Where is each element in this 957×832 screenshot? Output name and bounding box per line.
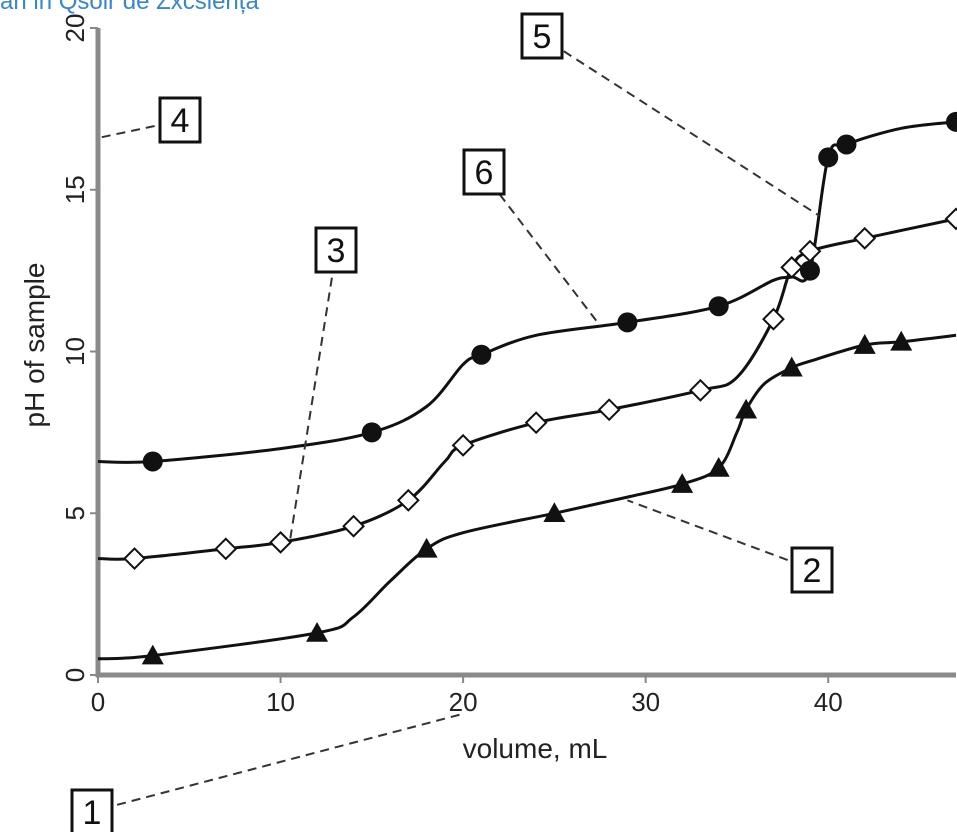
data-point-diamond — [798, 239, 822, 263]
data-point-diamond — [524, 411, 548, 435]
x-tick-label: 0 — [91, 687, 105, 717]
callout-leader-2 — [627, 499, 789, 562]
data-point-diamond — [396, 488, 420, 512]
callout-box-1 — [70, 788, 114, 832]
callout-box-5 — [520, 12, 564, 60]
annotation-layer: 1 2 3 4 5 6 — [70, 12, 834, 832]
data-point-diamond — [342, 514, 365, 538]
data-point-diamond — [944, 207, 957, 231]
y-tick-label: 0 — [60, 668, 90, 682]
marker-layer — [123, 111, 957, 665]
y-tick-label: 10 — [60, 337, 90, 366]
data-point-diamond — [762, 307, 785, 331]
callout-leader-4 — [97, 125, 155, 139]
y-tick-label: 20 — [60, 14, 90, 43]
data-point-diamond — [269, 530, 292, 554]
data-point-circle — [708, 296, 729, 317]
y-tick-label: 15 — [60, 175, 90, 204]
data-point-diamond — [853, 226, 877, 250]
callout-label-5: 5 — [533, 18, 552, 56]
callout-leader-1 — [116, 712, 464, 806]
series-line-3 — [97, 333, 957, 661]
callout-label-1: 1 — [83, 794, 102, 832]
data-point-circle — [471, 344, 492, 365]
callout-leader-6 — [498, 193, 601, 327]
callout-leader-3 — [288, 277, 333, 543]
callout-label-3: 3 — [327, 232, 346, 270]
y-tick-label: 5 — [60, 506, 90, 520]
data-point-triangle — [141, 644, 164, 665]
callout-label-4: 4 — [171, 102, 190, 140]
data-point-triangle — [890, 330, 913, 351]
data-point-diamond — [689, 378, 712, 402]
series-line-1 — [97, 120, 957, 464]
data-point-triangle — [671, 473, 694, 493]
callout-box-4 — [158, 96, 202, 144]
axes-layer: 0 10 20 30 40 0 5 10 15 20 — [60, 14, 956, 717]
data-point-circle — [142, 451, 163, 472]
data-point-circle — [617, 312, 638, 333]
data-point-diamond — [780, 255, 804, 279]
data-point-triangle — [707, 456, 730, 477]
data-point-diamond — [123, 547, 146, 570]
callout-label-6: 6 — [475, 154, 494, 192]
x-axis-title: volume, mL — [463, 733, 608, 764]
x-tick-label: 30 — [631, 687, 660, 717]
data-point-triangle — [306, 621, 329, 642]
callout-box-2 — [790, 546, 834, 594]
data-point-circle — [818, 147, 839, 168]
callout-box-3 — [314, 226, 358, 274]
data-point-diamond — [597, 398, 621, 422]
callout-box-6 — [462, 148, 506, 196]
data-point-triangle — [415, 537, 438, 558]
series-line-2 — [97, 217, 957, 561]
x-tick-label: 20 — [449, 687, 478, 717]
y-axis-title: pH of sample — [19, 263, 50, 428]
x-tick-label: 40 — [814, 687, 843, 717]
data-point-triangle — [735, 398, 758, 419]
data-point-triangle — [543, 502, 566, 523]
data-point-diamond — [214, 537, 238, 561]
header-text: an in Qsolr de Zxcsiența — [0, 0, 259, 15]
data-point-triangle — [853, 334, 876, 354]
data-point-circle — [836, 134, 857, 155]
callout-leader-5 — [563, 50, 820, 217]
data-point-triangle — [780, 356, 803, 377]
data-point-circle — [799, 260, 820, 281]
callout-label-2: 2 — [803, 552, 822, 590]
data-point-diamond — [451, 433, 475, 457]
x-tick-label: 10 — [266, 687, 295, 717]
data-point-circle — [946, 111, 957, 132]
data-point-circle — [361, 422, 382, 443]
